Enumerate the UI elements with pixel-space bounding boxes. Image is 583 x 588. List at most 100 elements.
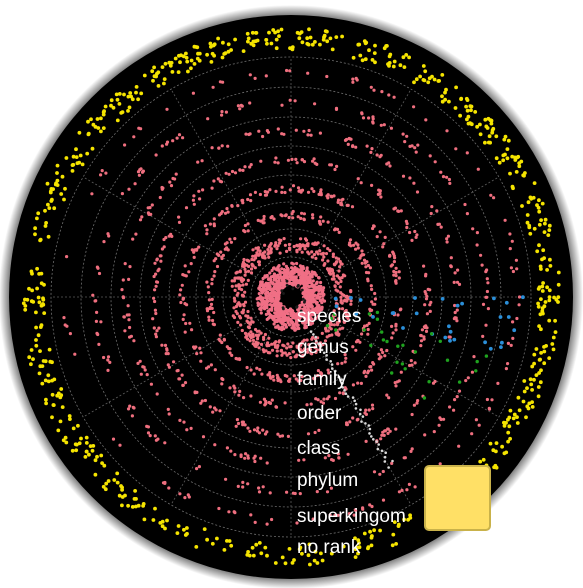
point-no-rank-598 [155, 71, 159, 76]
point-genus-189 [212, 259, 216, 263]
point-highlight-green-12 [474, 369, 478, 373]
point-no-rank-374 [305, 36, 310, 41]
point-superkingom-63 [270, 517, 274, 522]
point-phylum-113 [177, 133, 182, 137]
point-order-161 [180, 373, 184, 377]
point-species-131 [314, 256, 318, 260]
point-core-52 [259, 311, 263, 315]
point-family-127 [264, 402, 268, 406]
point-species-320 [281, 351, 285, 355]
point-family-69 [312, 189, 316, 193]
point-class-112 [131, 237, 135, 241]
point-superkingom-8 [352, 513, 356, 517]
point-order-110 [370, 183, 374, 187]
point-no-rank-75 [292, 558, 296, 562]
point-class-111 [182, 420, 186, 424]
point-phylum-68 [416, 143, 420, 147]
point-phylum-45 [171, 139, 175, 143]
point-highlight-green-7 [445, 358, 450, 362]
point-superkingom-5 [517, 295, 522, 299]
point-phylum-126 [441, 175, 446, 179]
point-family-84 [322, 397, 326, 401]
point-genus-126 [311, 213, 315, 217]
point-no-rank-523 [109, 103, 113, 108]
point-no-rank-6 [391, 64, 396, 69]
point-no-rank-164 [115, 118, 120, 123]
grid-ring-3 [195, 201, 387, 393]
point-order-132 [363, 411, 367, 415]
point-class-65 [120, 288, 124, 292]
point-no-rank-35 [27, 286, 31, 291]
point-genus-140 [302, 218, 306, 222]
point-phylum-30 [257, 490, 262, 494]
point-no-rank-501 [483, 117, 488, 122]
point-species-333 [342, 320, 346, 324]
point-species-64 [332, 274, 336, 278]
point-species-249 [323, 262, 327, 266]
point-order-154 [385, 393, 389, 397]
point-no-rank-128 [334, 35, 339, 39]
point-no-rank-502 [357, 541, 361, 545]
point-no-rank-112 [545, 285, 549, 290]
point-order-143 [177, 220, 182, 224]
point-family-197 [369, 365, 373, 369]
point-no-rank-261 [77, 441, 82, 446]
point-class-20 [233, 453, 237, 457]
point-no-rank-535 [535, 203, 539, 208]
point-genus-30 [220, 256, 224, 261]
point-superkingom-37 [503, 218, 507, 222]
point-highlight-gray-41 [383, 455, 387, 459]
point-no-rank-649 [222, 52, 227, 56]
point-no-rank-86 [136, 97, 141, 102]
point-no-rank-586 [494, 449, 498, 454]
point-family-114 [223, 211, 228, 215]
point-genus-88 [333, 228, 337, 232]
point-no-rank-588 [539, 267, 543, 271]
point-core-873 [256, 303, 260, 307]
point-core-813 [315, 302, 319, 306]
point-phylum-54 [239, 103, 243, 107]
point-phylum-139 [428, 154, 432, 158]
point-order-59 [201, 188, 205, 192]
point-phylum-89 [442, 417, 446, 421]
point-no-rank-472 [466, 121, 471, 126]
point-species-185 [255, 251, 259, 255]
rank-label-order: order [297, 403, 342, 424]
point-core-701 [267, 315, 271, 320]
point-no-rank-193 [34, 343, 39, 348]
point-core-804 [290, 261, 294, 265]
point-no-rank-26 [152, 65, 157, 70]
point-species-129 [286, 342, 290, 346]
point-no-rank-446 [521, 399, 526, 404]
point-core-749 [274, 312, 278, 316]
point-no-rank-345 [59, 393, 64, 398]
point-family-138 [248, 193, 253, 197]
point-species-245 [237, 276, 241, 280]
point-no-rank-126 [76, 423, 80, 428]
point-order-197 [425, 294, 429, 298]
point-core-657 [317, 309, 321, 313]
point-species-263 [283, 351, 287, 355]
point-highlight-gray-29 [360, 420, 363, 423]
point-highlight-blue-1 [504, 300, 509, 305]
point-no-rank-371 [322, 33, 327, 38]
point-genus-142 [336, 362, 340, 366]
point-order-152 [295, 161, 299, 165]
point-superkingom-16 [167, 486, 171, 490]
point-no-rank-320 [545, 268, 549, 272]
point-class-152 [343, 138, 348, 142]
point-no-rank-313 [254, 542, 259, 547]
point-superkingom-57 [361, 506, 365, 510]
point-highlight-blue-27 [512, 328, 517, 333]
point-no-rank-104 [245, 31, 250, 36]
point-species-234 [330, 277, 334, 281]
point-species-211 [239, 323, 243, 327]
point-core-884 [310, 293, 314, 297]
point-core-636 [260, 291, 264, 295]
point-core-719 [301, 303, 305, 307]
point-species-404 [309, 351, 313, 355]
point-core-391 [269, 280, 273, 284]
point-family-28 [198, 346, 202, 350]
point-no-rank-478 [478, 459, 483, 464]
point-class-158 [134, 232, 138, 236]
